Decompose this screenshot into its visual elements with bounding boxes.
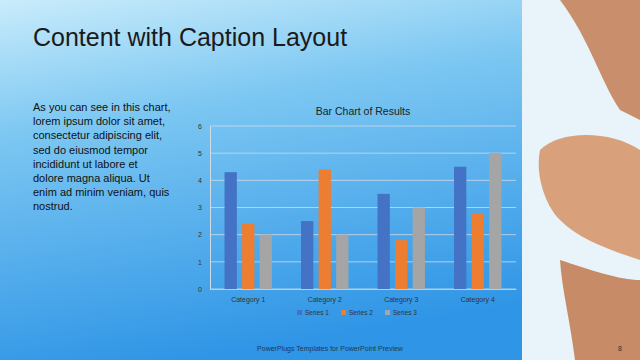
- x-axis: Category 1 Category 2 Category 3 Category 4: [211, 289, 517, 304]
- caption-line: enim ad minim veniam, quis: [33, 186, 170, 198]
- x-tick-label: Category 3: [384, 296, 418, 304]
- legend-item: Series 2: [341, 309, 373, 316]
- chart: Bar Chart of Results0123456Category 1Cat…: [198, 105, 516, 316]
- footer: PowerPlugs Templates for PowerPoint Prev…: [257, 345, 404, 353]
- chart-title: Bar Chart of Results: [316, 105, 411, 117]
- page-number: 8: [618, 345, 622, 352]
- grid-line: [210, 234, 516, 235]
- caption-line: dolore magna aliqua. Ut: [33, 172, 150, 184]
- legend: Series 1 Series 2 Series 3: [297, 309, 417, 316]
- x-tick-label: Category 4: [461, 296, 495, 304]
- bar: [225, 172, 237, 289]
- legend-swatch: [341, 310, 346, 315]
- series: [242, 169, 484, 289]
- slide-title: Content with Caption Layout: [33, 23, 347, 51]
- photo-shape: [560, 0, 640, 120]
- x-tick: Category 1: [231, 289, 265, 304]
- bar: [242, 224, 254, 289]
- legend-label: Series 1: [305, 309, 329, 316]
- y-axis-line: [210, 127, 211, 290]
- legend-label: Series 3: [393, 309, 417, 316]
- bars: [225, 153, 502, 289]
- photo: [522, 0, 640, 360]
- caption-line: sed do eiusmod tempor: [33, 144, 148, 156]
- legend-swatch: [385, 310, 390, 315]
- background: [0, 0, 640, 360]
- x-tick-label: Category 2: [308, 296, 342, 304]
- grid-line: [210, 126, 516, 127]
- caption: As you can see in this chart, lorem ipsum…: [33, 101, 171, 212]
- y-tick: 5: [198, 150, 210, 157]
- photo-shape: [560, 260, 640, 360]
- caption-line: nostrud.: [33, 200, 73, 212]
- y-tick-label: 3: [198, 204, 202, 211]
- legend-label: Series 2: [349, 309, 373, 316]
- x-tick: Category 2: [308, 289, 342, 304]
- y-axis: 0 1 2 3 4 5 6: [198, 123, 210, 293]
- grid-line: [210, 180, 516, 181]
- bar: [489, 153, 501, 289]
- y-tick: 1: [198, 259, 210, 266]
- photo-shape: [539, 135, 640, 260]
- bar: [301, 221, 313, 289]
- caption-line: As you can see in this chart,: [33, 101, 171, 113]
- bar: [319, 169, 331, 289]
- x-axis-line: [211, 289, 517, 290]
- slide: Content with Caption Layout As you can se…: [0, 0, 640, 360]
- bar: [260, 235, 272, 289]
- caption-line: consectetur adipiscing elit,: [33, 129, 162, 141]
- y-tick: 2: [198, 231, 210, 238]
- y-tick: 6: [198, 123, 210, 130]
- bar: [378, 194, 390, 289]
- legend-swatch: [297, 310, 302, 315]
- series: [225, 167, 467, 289]
- x-tick-label: Category 1: [231, 296, 265, 304]
- y-tick: 3: [198, 204, 210, 211]
- bar: [472, 213, 484, 289]
- grid-line: [210, 289, 516, 290]
- y-tick-label: 5: [198, 150, 202, 157]
- series: [260, 153, 502, 289]
- bar: [413, 208, 425, 290]
- x-tick: Category 4: [461, 289, 495, 304]
- y-tick: 0: [198, 286, 210, 293]
- y-tick: 4: [198, 177, 210, 184]
- bar: [336, 235, 348, 289]
- grid-line: [210, 207, 516, 208]
- x-tick: Category 3: [384, 289, 418, 304]
- y-tick-label: 6: [198, 123, 202, 130]
- bar: [454, 167, 466, 289]
- legend-item: Series 3: [385, 309, 417, 316]
- y-tick-label: 2: [198, 231, 202, 238]
- bar: [395, 240, 407, 289]
- grid-line: [210, 261, 516, 262]
- caption-line: incididunt ut labore et: [33, 158, 138, 170]
- photo-bg: [522, 0, 640, 360]
- y-tick-label: 0: [198, 286, 202, 293]
- grid: [210, 126, 516, 289]
- grid-line: [210, 153, 516, 154]
- y-tick-label: 4: [198, 177, 202, 184]
- caption-line: lorem ipsum dolor sit amet,: [33, 115, 165, 127]
- legend-item: Series 1: [297, 309, 329, 316]
- y-tick-label: 1: [198, 259, 202, 266]
